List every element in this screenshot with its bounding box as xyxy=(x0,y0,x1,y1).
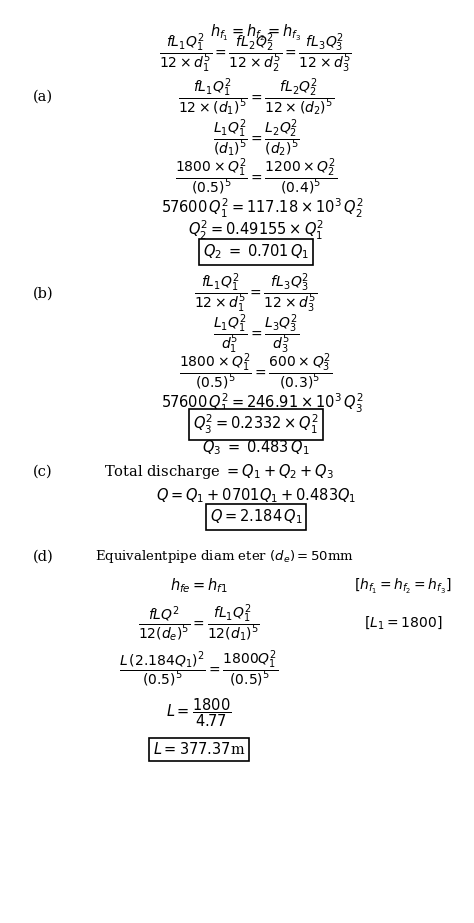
Text: (b): (b) xyxy=(33,286,54,301)
Text: $\dfrac{fLQ^2}{12(d_e)^5} = \dfrac{fL_1Q_1^2}{12(d_1)^5}$: $\dfrac{fLQ^2}{12(d_e)^5} = \dfrac{fL_1Q… xyxy=(138,602,260,644)
Text: $Q = Q_1 + 0701Q_1 + 0.483Q_1$: $Q = Q_1 + 0701Q_1 + 0.483Q_1$ xyxy=(156,486,356,505)
Text: $\left[h_{f_1} = h_{f_2} = h_{f_3}\right]$: $\left[h_{f_1} = h_{f_2} = h_{f_3}\right… xyxy=(354,577,452,595)
Text: $\dfrac{L\,(2.184Q_1)^2}{(0.5)^5} = \dfrac{1800Q_1^2}{(0.5)^5}$: $\dfrac{L\,(2.184Q_1)^2}{(0.5)^5} = \dfr… xyxy=(119,648,279,689)
Text: $\dfrac{1800\times Q_1^2}{(0.5)^5} = \dfrac{1200\times Q_2^2}{(0.4)^5}$: $\dfrac{1800\times Q_1^2}{(0.5)^5} = \df… xyxy=(175,157,337,198)
Text: $Q_2\;=\;0.701\,Q_1$: $Q_2\;=\;0.701\,Q_1$ xyxy=(203,243,309,261)
Text: $\dfrac{fL_1Q_1^2}{12 \times d_1^5} = \dfrac{fL_2Q_2^2}{12 \times d_2^5} = \dfra: $\dfrac{fL_1Q_1^2}{12 \times d_1^5} = \d… xyxy=(159,31,353,76)
Text: $L = \dfrac{1800}{4.77}$: $L = \dfrac{1800}{4.77}$ xyxy=(166,696,232,729)
Text: $Q_3\;=\;0.483\,Q_1$: $Q_3\;=\;0.483\,Q_1$ xyxy=(202,438,310,457)
Text: $57600\,Q_1^2 = 117.18\times 10^3\,Q_2^2$: $57600\,Q_1^2 = 117.18\times 10^3\,Q_2^2… xyxy=(161,197,364,221)
Text: (d): (d) xyxy=(33,549,54,564)
Text: $Q = 2.184\,Q_1$: $Q = 2.184\,Q_1$ xyxy=(210,508,302,526)
Text: $Q_3^2 = 0.2332\times Q_1^2$: $Q_3^2 = 0.2332\times Q_1^2$ xyxy=(193,413,319,437)
Text: $[L_1 = 1800]$: $[L_1 = 1800]$ xyxy=(364,615,442,631)
Text: Equivalentpipe diam eter $(d_e) = 50$mm: Equivalentpipe diam eter $(d_e) = 50$mm xyxy=(95,548,354,565)
Text: $\dfrac{fL_1Q_1^2}{12 \times (d_1)^5} = \dfrac{fL_2Q_2^2}{12 \times (d_2)^5}$: $\dfrac{fL_1Q_1^2}{12 \times (d_1)^5} = … xyxy=(178,76,334,118)
Text: Total discharge $= Q_1 + Q_2 + Q_3$: Total discharge $= Q_1 + Q_2 + Q_3$ xyxy=(104,462,334,481)
Text: $\dfrac{1800\times Q_1^2}{(0.5)^5} = \dfrac{600\times Q_3^2}{(0.3)^5}$: $\dfrac{1800\times Q_1^2}{(0.5)^5} = \df… xyxy=(179,352,333,392)
Text: $h_{fe} = h_{f1}$: $h_{fe} = h_{f1}$ xyxy=(170,577,228,595)
Text: $L = 377.37$m: $L = 377.37$m xyxy=(153,741,245,758)
Text: $\dfrac{L_1Q_1^2}{d_1^5} = \dfrac{L_3Q_3^2}{d_3^5}$: $\dfrac{L_1Q_1^2}{d_1^5} = \dfrac{L_3Q_3… xyxy=(213,312,299,356)
Text: $57600\,Q_1^2 = 246.91\times 10^3\,Q_3^2$: $57600\,Q_1^2 = 246.91\times 10^3\,Q_3^2… xyxy=(161,391,364,415)
Text: $Q_2^2 = 0.49155\times Q_1^2$: $Q_2^2 = 0.49155\times Q_1^2$ xyxy=(188,219,324,243)
Text: $\dfrac{L_1Q_1^2}{(d_1)^5} = \dfrac{L_2Q_2^2}{(d_2)^5}$: $\dfrac{L_1Q_1^2}{(d_1)^5} = \dfrac{L_2Q… xyxy=(213,117,299,160)
Text: (c): (c) xyxy=(33,464,53,479)
Text: (a): (a) xyxy=(33,90,53,104)
Text: $\dfrac{fL_1Q_1^2}{12 \times d_1^5} = \dfrac{fL_3Q_3^2}{12 \times d_3^5}$: $\dfrac{fL_1Q_1^2}{12 \times d_1^5} = \d… xyxy=(194,271,318,316)
Text: $h_{f_1} = h_{f_2} = h_{f_3}$: $h_{f_1} = h_{f_2} = h_{f_3}$ xyxy=(210,22,301,42)
